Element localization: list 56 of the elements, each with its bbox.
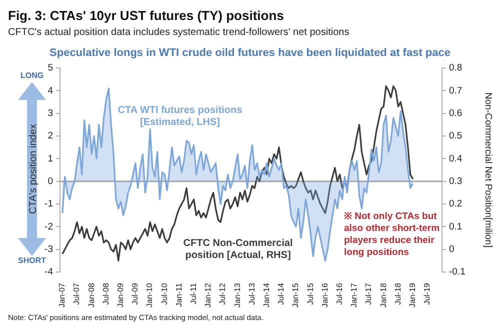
y2-tick-label: 0 bbox=[449, 244, 454, 255]
x-tick-label: Jan-14 bbox=[262, 282, 272, 308]
y2-axis-title: Non-Commercial Net Position[milion] bbox=[482, 92, 494, 248]
x-tick-label: Jan-09 bbox=[116, 282, 126, 308]
x-tick-label: Jan-10 bbox=[145, 282, 154, 308]
x-tick-label: Jul-09 bbox=[130, 282, 140, 305]
x-tick-label: Jan-12 bbox=[204, 282, 213, 308]
x-tick-label: Jul-12 bbox=[218, 282, 228, 305]
series-label: CTA WTI futures positions [Estimated, LHS] bbox=[118, 105, 243, 128]
y2-tick-label: 0.2 bbox=[449, 198, 462, 210]
x-tick-label: Jan-19 bbox=[408, 282, 418, 308]
y-tick-label: 1 bbox=[48, 153, 53, 164]
y-tick-label: 4 bbox=[48, 85, 53, 96]
x-tick-label: Jan-18 bbox=[378, 282, 388, 308]
y2-tick-label: 0.1 bbox=[449, 221, 462, 232]
x-tick-label: Jan-07 bbox=[58, 282, 67, 308]
x-tick-label: Jul-07 bbox=[72, 282, 82, 305]
text: SHORT bbox=[18, 256, 46, 265]
x-tick-label: Jul-11 bbox=[189, 282, 198, 304]
y-tick-label: -1 bbox=[44, 198, 53, 210]
y2-tick-label: -0.1 bbox=[449, 266, 466, 278]
y-tick-label: 0 bbox=[48, 176, 53, 187]
x-tick-label: Jul-17 bbox=[364, 282, 374, 305]
y-tick-label: 5 bbox=[48, 62, 53, 74]
text: LONG bbox=[20, 71, 44, 80]
y-tick-label: -2 bbox=[44, 221, 53, 232]
y-tick-label: -3 bbox=[44, 244, 53, 255]
y2-tick-label: 0.7 bbox=[449, 85, 462, 96]
chart-title: Fig. 3: CTAs' 10yr UST futures (TY) positions bbox=[8, 8, 284, 23]
x-tick-label: Jan-17 bbox=[350, 282, 359, 308]
x-tick-label: Jul-19 bbox=[422, 282, 432, 305]
x-tick-label: Jan-15 bbox=[291, 282, 300, 308]
x-tick-label: Jul-13 bbox=[247, 282, 256, 305]
x-tick-label: Jan-08 bbox=[86, 282, 96, 308]
y2-tick-label: 0.3 bbox=[449, 176, 462, 187]
x-tick-label: Jan-16 bbox=[320, 282, 330, 308]
y2-tick-label: 0.5 bbox=[449, 130, 462, 142]
annotation: ※ Not only CTAs but also other short-term players reduce their long positions bbox=[344, 211, 440, 258]
x-tick-label: Jul-14 bbox=[276, 282, 286, 305]
y-tick-label: 2 bbox=[48, 130, 53, 142]
y-tick-label: 3 bbox=[48, 108, 53, 119]
y2-tick-label: 0.8 bbox=[449, 62, 462, 74]
chart-subtitle: CFTC's actual position data includes systematic trend-followers' net positions bbox=[8, 27, 350, 38]
y-axis-title: CTA's position index bbox=[28, 124, 39, 214]
series-label: CFTC Non-Commercial position [Actual, RHS] bbox=[183, 238, 293, 261]
x-tick-label: Jan-11 bbox=[174, 282, 184, 307]
x-tick-label: Jul-08 bbox=[101, 282, 110, 305]
y-tick-label: -4 bbox=[44, 266, 53, 278]
x-tick-label: Jul-18 bbox=[393, 282, 402, 305]
text: Speculative longs in WTI crude oild futures have been liquidated at fast pace bbox=[50, 47, 450, 59]
x-tick-label: Jul-15 bbox=[306, 282, 315, 305]
y2-tick-label: 0.4 bbox=[449, 153, 462, 164]
x-tick-label: Jul-10 bbox=[160, 282, 169, 305]
y2-tick-label: 0.6 bbox=[449, 108, 462, 119]
x-tick-label: Jan-13 bbox=[232, 282, 242, 308]
x-tick-label: Jul-16 bbox=[335, 282, 344, 305]
